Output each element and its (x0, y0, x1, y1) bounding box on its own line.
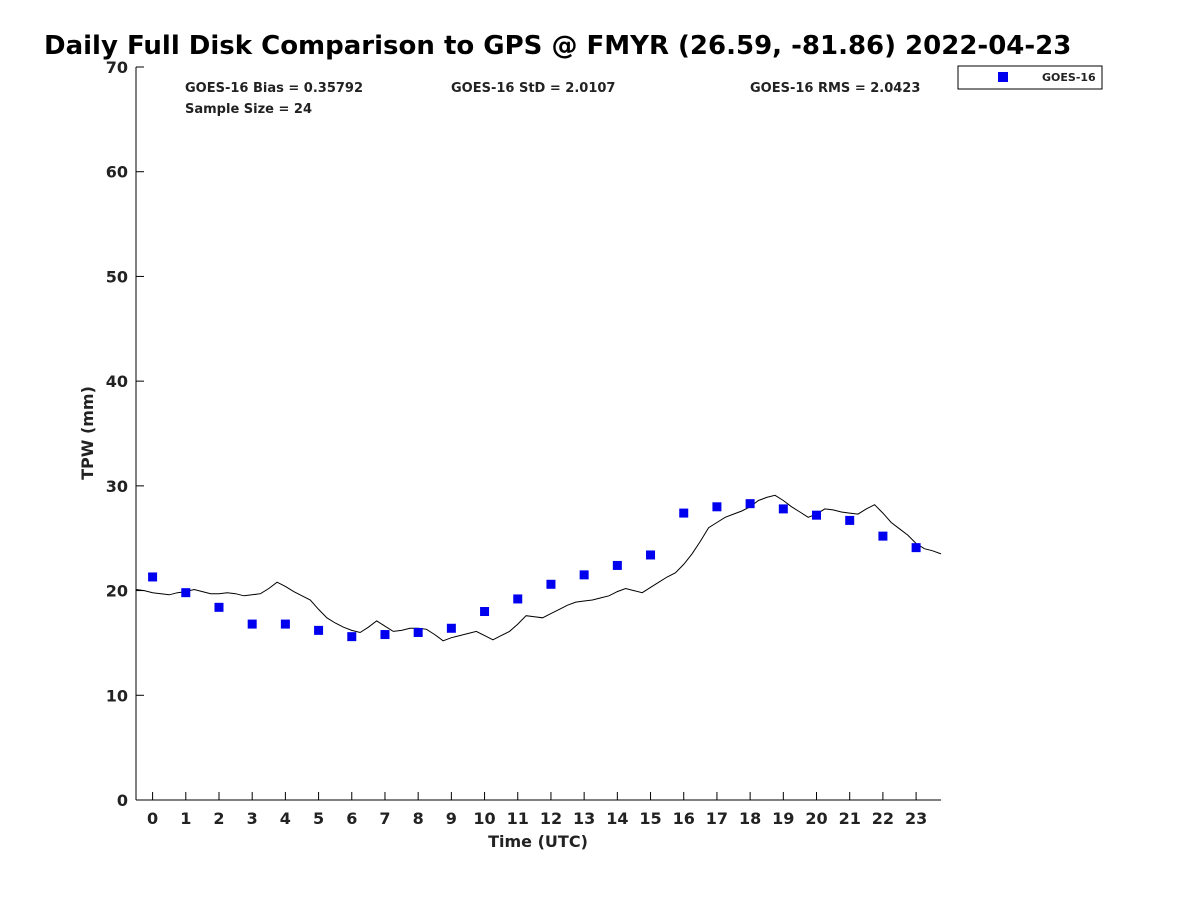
y-tick-label: 30 (106, 477, 128, 496)
goes16-point (679, 508, 689, 518)
goes16-point (612, 560, 622, 570)
goes16-point (812, 510, 822, 520)
x-tick-label: 12 (540, 809, 562, 828)
goes16-point (513, 594, 523, 604)
y-tick-label: 20 (106, 582, 128, 601)
x-tick-label: 16 (673, 809, 695, 828)
stat-rms: GOES-16 RMS = 2.0423 (750, 81, 920, 96)
goes16-point (280, 619, 290, 629)
x-tick-label: 10 (473, 809, 495, 828)
chart-title: Daily Full Disk Comparison to GPS @ FMYR… (44, 31, 1071, 61)
x-tick-label: 13 (573, 809, 595, 828)
legend-marker (998, 72, 1008, 82)
x-tick-label: 5 (313, 809, 324, 828)
goes16-point (380, 630, 390, 640)
x-tick-label: 23 (905, 809, 927, 828)
stat-sample-size: Sample Size = 24 (185, 102, 312, 117)
goes16-point (845, 515, 855, 525)
x-tick-label: 6 (346, 809, 357, 828)
goes16-point (712, 502, 722, 512)
legend: GOES-16 (957, 65, 1103, 90)
x-tick-label: 3 (247, 809, 258, 828)
goes16-point (480, 607, 490, 617)
legend-label-goes16: GOES-16 (1042, 71, 1096, 84)
x-tick-label: 20 (805, 809, 827, 828)
goes16-point (148, 572, 158, 582)
goes16-point (247, 619, 257, 629)
gps-line (135, 494, 942, 642)
x-tick-label: 17 (706, 809, 728, 828)
x-axis-label: Time (UTC) (488, 832, 588, 851)
x-tick-label: 9 (446, 809, 457, 828)
goes16-point (181, 588, 191, 598)
stat-bias: GOES-16 Bias = 0.35792 (185, 81, 363, 96)
goes16-point (778, 504, 788, 514)
stats-annotations: GOES-16 Bias = 0.35792 GOES-16 StD = 2.0… (185, 81, 920, 117)
y-tick-label: 70 (106, 58, 128, 77)
x-tick-label: 15 (639, 809, 661, 828)
goes16-point (745, 499, 755, 509)
y-tick-label: 60 (106, 163, 128, 182)
goes16-point (546, 579, 556, 589)
goes16-point (347, 632, 357, 642)
goes16-point (314, 625, 324, 635)
x-ticks: 0 1 2 3 4 5 6 7 8 9 10 11 12 13 14 15 16 17 18 19 20 21 22 23 (147, 792, 927, 828)
goes16-point (214, 602, 224, 612)
y-ticks: 0 10 20 30 40 50 60 70 (106, 58, 144, 810)
goes16-point (646, 550, 656, 560)
x-tick-label: 8 (413, 809, 424, 828)
goes16-point (413, 627, 423, 637)
x-tick-label: 19 (772, 809, 794, 828)
x-tick-label: 2 (213, 809, 224, 828)
goes16-point (878, 531, 888, 541)
x-tick-label: 7 (379, 809, 390, 828)
gps-line-series (135, 494, 942, 642)
goes16-point (446, 623, 456, 633)
x-tick-label: 11 (507, 809, 529, 828)
x-tick-label: 4 (280, 809, 291, 828)
stat-std: GOES-16 StD = 2.0107 (451, 81, 615, 96)
x-tick-label: 18 (739, 809, 761, 828)
x-tick-label: 21 (839, 809, 861, 828)
y-tick-label: 40 (106, 372, 128, 391)
y-tick-label: 10 (106, 686, 128, 705)
y-tick-label: 50 (106, 267, 128, 286)
goes16-point (911, 543, 921, 553)
goes16-point (579, 570, 589, 580)
legend-box (957, 65, 1103, 90)
y-axis-label: TPW (mm) (78, 386, 97, 480)
x-tick-label: 1 (180, 809, 191, 828)
axes (135, 67, 941, 801)
x-tick-label: 14 (606, 809, 628, 828)
x-tick-label: 0 (147, 809, 158, 828)
y-tick-label: 0 (117, 791, 128, 810)
goes16-point-series (148, 499, 921, 642)
x-tick-label: 22 (872, 809, 894, 828)
